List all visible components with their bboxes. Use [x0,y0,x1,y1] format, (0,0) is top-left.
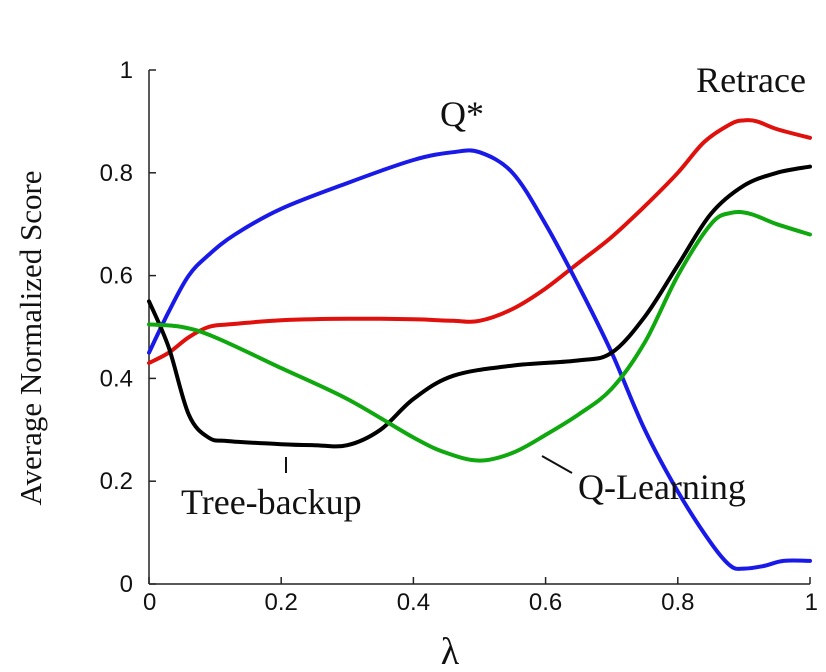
annotation-q-learning: Q-Learning [578,467,746,507]
y-tick-label: 0.4 [100,365,133,392]
y-tick-label: 0.6 [100,263,133,290]
x-tick-label: 0.8 [661,589,694,616]
y-tick-label: 0.2 [100,468,133,495]
x-tick-label: 1 [805,589,818,616]
series-line-tree-backup [147,164,812,449]
x-tick-label: 0.6 [529,589,562,616]
y-tick-label: 0.8 [100,160,133,187]
annotation-tree-backup: Tree-backup [181,482,362,522]
series-line-q-learning [147,209,812,463]
axes: 0 0.2 0.4 0.6 0.8 1 0 0.2 0.4 0.6 0.8 1 [100,57,818,616]
x-tick-label: 0.4 [397,589,430,616]
y-tick-label: 1 [120,57,133,84]
y-ticks: 0 0.2 0.4 0.6 0.8 1 [100,57,156,598]
series-line-qstar [147,148,812,571]
x-axis-title: λ [441,631,460,672]
x-tick-label: 0 [143,589,156,616]
x-tick-label: 0.2 [265,589,298,616]
y-axis-title: Average Normalized Score [13,170,48,505]
series-layer [147,118,812,571]
y-tick-label: 0 [120,571,133,598]
x-ticks: 0 0.2 0.4 0.6 0.8 1 [143,577,818,616]
q-learning-pointer [541,455,573,474]
annotation-retrace: Retrace [696,60,806,100]
series-line-retrace [147,118,812,365]
annotation-qstar: Q* [440,94,484,134]
